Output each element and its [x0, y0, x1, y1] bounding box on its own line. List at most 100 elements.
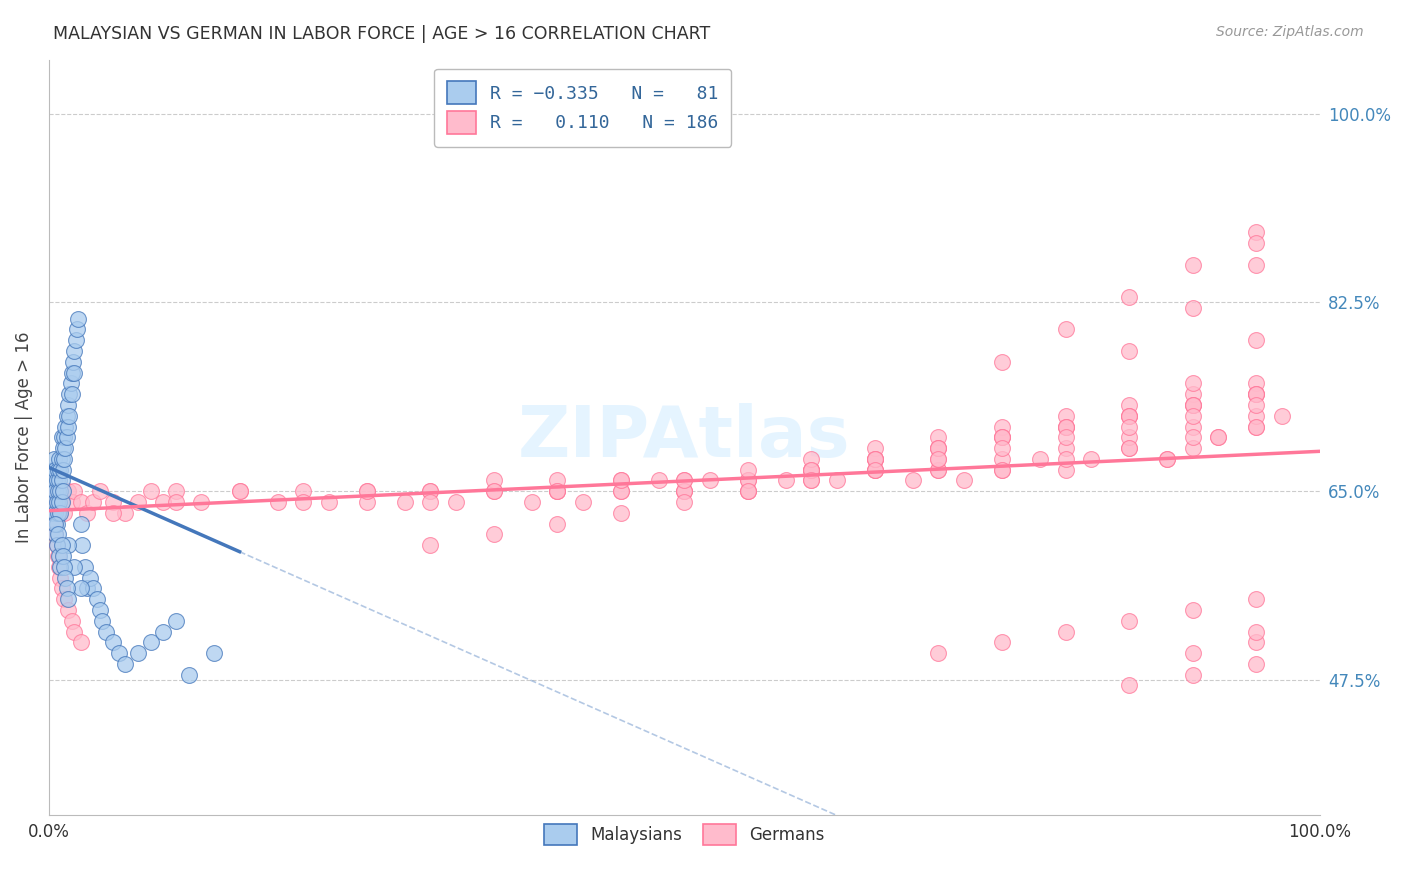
- Point: [800, 463, 823, 477]
- Point: [190, 495, 212, 509]
- Point: [63, 366, 86, 380]
- Point: [546, 484, 568, 499]
- Point: [318, 495, 340, 509]
- Point: [927, 463, 949, 477]
- Point: [1181, 409, 1204, 423]
- Point: [1181, 301, 1204, 315]
- Point: [1118, 441, 1140, 455]
- Point: [1118, 409, 1140, 423]
- Point: [44, 484, 66, 499]
- Point: [69, 582, 91, 596]
- Point: [45, 538, 67, 552]
- Point: [419, 484, 441, 499]
- Point: [63, 343, 86, 358]
- Point: [800, 463, 823, 477]
- Point: [60, 366, 83, 380]
- Point: [60, 614, 83, 628]
- Point: [1181, 376, 1204, 391]
- Point: [42, 484, 65, 499]
- Point: [53, 430, 76, 444]
- Point: [991, 441, 1014, 455]
- Point: [863, 451, 886, 466]
- Point: [1244, 235, 1267, 250]
- Point: [1054, 322, 1077, 336]
- Point: [1244, 258, 1267, 272]
- Point: [165, 495, 187, 509]
- Point: [991, 430, 1014, 444]
- Point: [46, 484, 69, 499]
- Point: [1244, 387, 1267, 401]
- Point: [419, 538, 441, 552]
- Point: [1244, 387, 1267, 401]
- Point: [1054, 419, 1077, 434]
- Point: [482, 474, 505, 488]
- Point: [1181, 258, 1204, 272]
- Point: [114, 506, 136, 520]
- Point: [1244, 398, 1267, 412]
- Point: [673, 495, 696, 509]
- Point: [42, 495, 65, 509]
- Point: [1118, 290, 1140, 304]
- Point: [41, 495, 63, 509]
- Point: [65, 333, 87, 347]
- Point: [1244, 333, 1267, 347]
- Point: [927, 451, 949, 466]
- Point: [267, 495, 290, 509]
- Point: [44, 516, 66, 531]
- Point: [63, 559, 86, 574]
- Point: [69, 495, 91, 509]
- Point: [48, 451, 70, 466]
- Point: [1181, 646, 1204, 660]
- Point: [70, 538, 93, 552]
- Point: [737, 463, 759, 477]
- Point: [42, 463, 65, 477]
- Point: [800, 474, 823, 488]
- Point: [863, 463, 886, 477]
- Point: [520, 495, 543, 509]
- Point: [46, 506, 69, 520]
- Point: [1181, 441, 1204, 455]
- Point: [56, 398, 79, 412]
- Point: [51, 495, 73, 509]
- Point: [55, 441, 77, 455]
- Point: [165, 614, 187, 628]
- Point: [51, 451, 73, 466]
- Point: [42, 506, 65, 520]
- Point: [45, 484, 67, 499]
- Point: [1054, 441, 1077, 455]
- Point: [86, 592, 108, 607]
- Point: [1244, 376, 1267, 391]
- Point: [610, 506, 633, 520]
- Point: [863, 451, 886, 466]
- Point: [1118, 398, 1140, 412]
- Point: [63, 624, 86, 639]
- Point: [139, 484, 162, 499]
- Point: [419, 484, 441, 499]
- Point: [82, 582, 104, 596]
- Point: [127, 646, 149, 660]
- Point: [482, 527, 505, 541]
- Point: [56, 484, 79, 499]
- Point: [1244, 419, 1267, 434]
- Point: [76, 506, 98, 520]
- Point: [55, 571, 77, 585]
- Point: [1206, 430, 1229, 444]
- Point: [991, 635, 1014, 649]
- Point: [67, 311, 90, 326]
- Point: [1118, 419, 1140, 434]
- Point: [48, 495, 70, 509]
- Point: [1054, 419, 1077, 434]
- Point: [1181, 398, 1204, 412]
- Point: [699, 474, 721, 488]
- Point: [228, 484, 250, 499]
- Point: [825, 474, 848, 488]
- Point: [1054, 624, 1077, 639]
- Point: [45, 495, 67, 509]
- Point: [73, 559, 96, 574]
- Point: [927, 441, 949, 455]
- Point: [1054, 409, 1077, 423]
- Point: [56, 603, 79, 617]
- Point: [1080, 451, 1102, 466]
- Point: [1244, 409, 1267, 423]
- Point: [51, 495, 73, 509]
